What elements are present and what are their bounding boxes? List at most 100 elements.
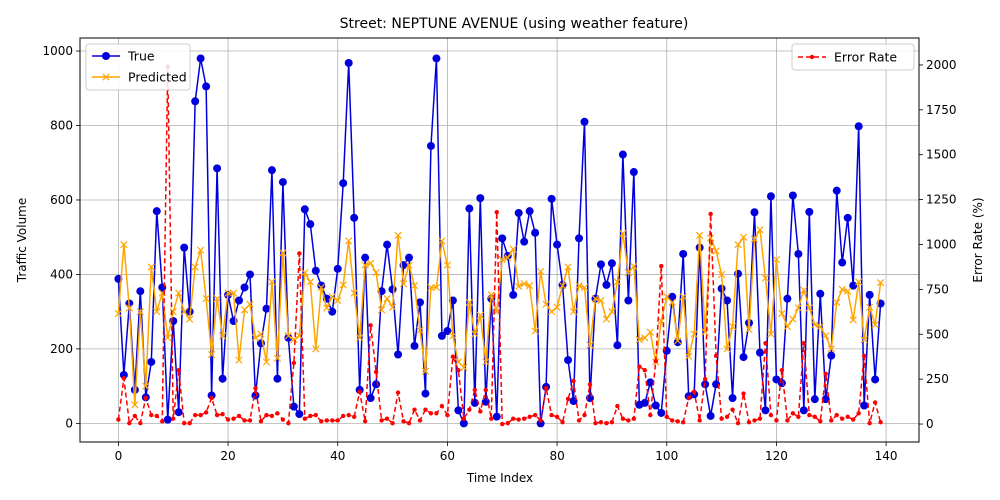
data-point (526, 281, 534, 290)
data-point (800, 286, 808, 294)
right-y-tick-label: 1250 (926, 193, 957, 207)
data-point (313, 412, 318, 418)
data-point (372, 380, 381, 389)
data-point (686, 395, 691, 401)
data-point (410, 341, 419, 350)
data-point (489, 416, 494, 421)
data-point (251, 334, 260, 342)
data-point (235, 296, 244, 305)
data-point (706, 411, 715, 420)
series-error-rate (116, 64, 883, 427)
data-point (724, 414, 730, 420)
data-point (816, 322, 824, 331)
x-tick-label: 20 (220, 449, 235, 463)
data-point (829, 418, 834, 423)
data-point (482, 358, 490, 366)
data-point (785, 418, 790, 423)
data-point (147, 357, 156, 366)
data-point (642, 367, 648, 373)
data-point (154, 413, 159, 419)
data-point (399, 280, 408, 288)
data-point (717, 284, 726, 293)
data-point (388, 303, 397, 311)
data-point (805, 207, 814, 216)
data-point (641, 334, 649, 342)
data-point (558, 281, 567, 290)
data-point (596, 260, 605, 269)
right-y-tick-label: 250 (926, 372, 949, 386)
data-point (373, 369, 379, 375)
data-point (755, 348, 764, 357)
data-point (521, 416, 527, 421)
data-point (739, 233, 748, 241)
data-point (774, 418, 779, 423)
data-point (247, 418, 253, 423)
data-point (783, 322, 792, 331)
data-point (565, 396, 571, 402)
data-point (278, 178, 287, 187)
data-point (492, 412, 501, 421)
data-point (696, 231, 704, 239)
data-point (438, 237, 446, 245)
left-y-tick-label: 600 (50, 193, 73, 207)
data-point (240, 283, 249, 292)
legend-marker (102, 52, 110, 60)
data-point (850, 417, 856, 422)
data-point (280, 417, 286, 422)
data-point (258, 419, 264, 424)
data-point (823, 371, 828, 376)
x-tick-label: 60 (440, 449, 455, 463)
data-point (412, 407, 417, 412)
data-point (801, 341, 807, 346)
data-point (746, 420, 752, 425)
data-point (790, 411, 796, 416)
data-point (191, 97, 200, 106)
data-point (626, 418, 631, 423)
data-point (471, 330, 479, 338)
data-point (597, 296, 605, 305)
data-point (246, 300, 254, 308)
data-point (406, 420, 412, 426)
data-point (147, 263, 155, 271)
data-point (840, 416, 845, 421)
axis-ticks: 0 20 40 60 80 100 120 140 0 200 400 600 800 1000 0 250 5… (42, 44, 956, 463)
data-point (284, 332, 293, 340)
data-point (777, 379, 786, 388)
data-point (571, 378, 576, 384)
data-point (653, 359, 658, 364)
right-y-tick-label: 0 (926, 417, 934, 431)
data-point (181, 420, 187, 426)
data-point (269, 413, 275, 419)
legend-left: True Predicted (85, 43, 191, 91)
data-point (301, 268, 309, 277)
data-point (175, 289, 183, 297)
data-point (218, 374, 227, 383)
data-point (794, 249, 803, 258)
data-point (712, 247, 720, 255)
left-y-tick-label: 0 (65, 416, 73, 430)
data-point (745, 325, 753, 334)
data-point (514, 209, 523, 218)
right-y-axis-title: Error Rate (%) (971, 197, 985, 282)
data-point (810, 395, 819, 404)
data-point (872, 400, 878, 405)
data-point (620, 416, 626, 421)
data-point (691, 389, 697, 394)
data-point (439, 403, 445, 409)
x-axis-title: Time Index (466, 471, 533, 485)
data-point (646, 378, 655, 387)
data-point (789, 315, 797, 323)
data-point (827, 351, 836, 360)
data-point (741, 391, 746, 396)
data-point (119, 370, 128, 379)
data-point (613, 341, 622, 350)
data-point (394, 350, 403, 359)
data-point (377, 306, 386, 314)
data-point (127, 420, 132, 426)
data-point (368, 323, 373, 328)
data-point (547, 194, 556, 203)
data-point (434, 411, 439, 416)
right-y-tick-label: 2000 (926, 58, 957, 72)
data-point (520, 237, 529, 246)
data-point (838, 285, 846, 293)
